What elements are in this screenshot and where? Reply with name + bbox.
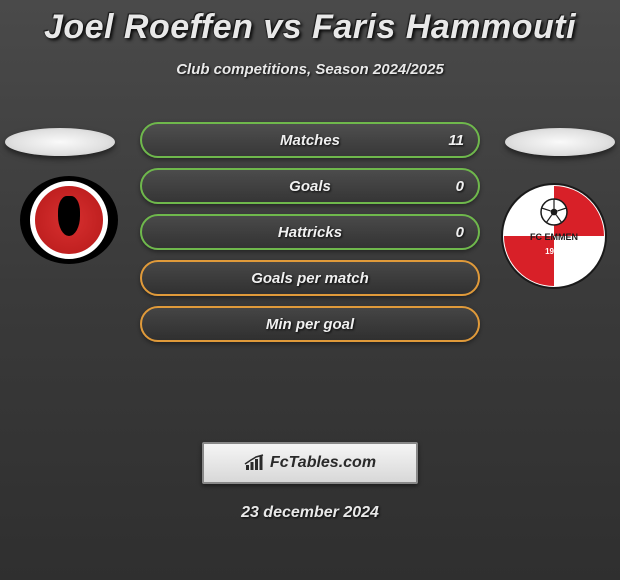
stat-row-goals: Goals 0 bbox=[140, 168, 480, 204]
brand-text: FcTables.com bbox=[270, 454, 376, 472]
player-avatar-left bbox=[5, 128, 115, 156]
chart-icon bbox=[244, 454, 266, 472]
subtitle: Club competitions, Season 2024/2025 bbox=[0, 61, 620, 78]
stat-label: Goals per match bbox=[251, 270, 369, 287]
club-badge-right: FC EMMEN 1925 bbox=[500, 182, 608, 290]
svg-text:FC EMMEN: FC EMMEN bbox=[530, 232, 578, 242]
stat-value: 11 bbox=[448, 132, 464, 149]
comparison-panel: FC EMMEN 1925 Matches 11 Goals 0 Hattric… bbox=[0, 106, 620, 436]
page-title: Joel Roeffen vs Faris Hammouti bbox=[0, 0, 620, 47]
stat-row-matches: Matches 11 bbox=[140, 122, 480, 158]
stat-row-gpm: Goals per match bbox=[140, 260, 480, 296]
stat-label: Goals bbox=[289, 178, 331, 195]
stat-label: Matches bbox=[280, 132, 340, 149]
player-avatar-right bbox=[505, 128, 615, 156]
stats-list: Matches 11 Goals 0 Hattricks 0 Goals per… bbox=[140, 122, 480, 352]
stat-label: Hattricks bbox=[278, 224, 342, 241]
club-badge-left bbox=[20, 176, 118, 264]
stat-row-mpg: Min per goal bbox=[140, 306, 480, 342]
stat-value: 0 bbox=[456, 224, 464, 241]
stat-row-hattricks: Hattricks 0 bbox=[140, 214, 480, 250]
brand-watermark: FcTables.com bbox=[202, 442, 418, 484]
date-label: 23 december 2024 bbox=[0, 504, 620, 522]
svg-text:1925: 1925 bbox=[545, 247, 563, 256]
stat-label: Min per goal bbox=[266, 316, 354, 333]
stat-value: 0 bbox=[456, 178, 464, 195]
